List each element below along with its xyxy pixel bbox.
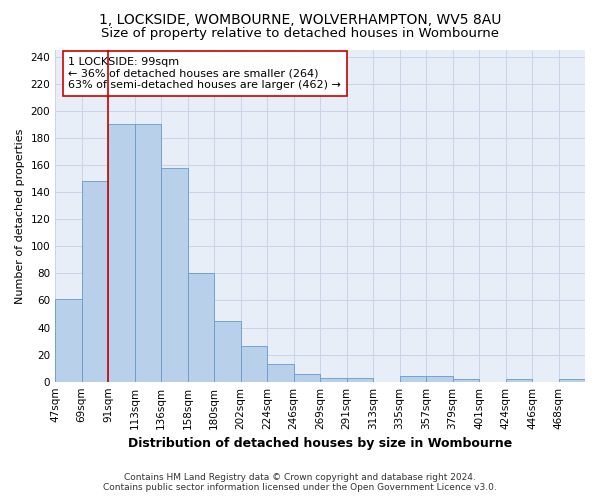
Bar: [134, 124, 161, 382]
Y-axis label: Number of detached properties: Number of detached properties: [15, 128, 25, 304]
Bar: [241, 346, 267, 382]
Bar: [82, 182, 108, 382]
Bar: [400, 376, 426, 382]
Bar: [293, 374, 320, 382]
Bar: [506, 379, 532, 382]
Bar: [108, 124, 134, 382]
Bar: [559, 379, 585, 382]
Text: Size of property relative to detached houses in Wombourne: Size of property relative to detached ho…: [101, 28, 499, 40]
Bar: [55, 299, 82, 382]
Bar: [426, 376, 452, 382]
Bar: [347, 378, 373, 382]
Bar: [267, 364, 293, 382]
Bar: [214, 321, 241, 382]
Bar: [188, 274, 214, 382]
X-axis label: Distribution of detached houses by size in Wombourne: Distribution of detached houses by size …: [128, 437, 512, 450]
Bar: [161, 168, 188, 382]
Text: 1, LOCKSIDE, WOMBOURNE, WOLVERHAMPTON, WV5 8AU: 1, LOCKSIDE, WOMBOURNE, WOLVERHAMPTON, W…: [99, 12, 501, 26]
Bar: [452, 379, 479, 382]
Bar: [320, 378, 347, 382]
Text: Contains HM Land Registry data © Crown copyright and database right 2024.
Contai: Contains HM Land Registry data © Crown c…: [103, 473, 497, 492]
Text: 1 LOCKSIDE: 99sqm
← 36% of detached houses are smaller (264)
63% of semi-detache: 1 LOCKSIDE: 99sqm ← 36% of detached hous…: [68, 57, 341, 90]
